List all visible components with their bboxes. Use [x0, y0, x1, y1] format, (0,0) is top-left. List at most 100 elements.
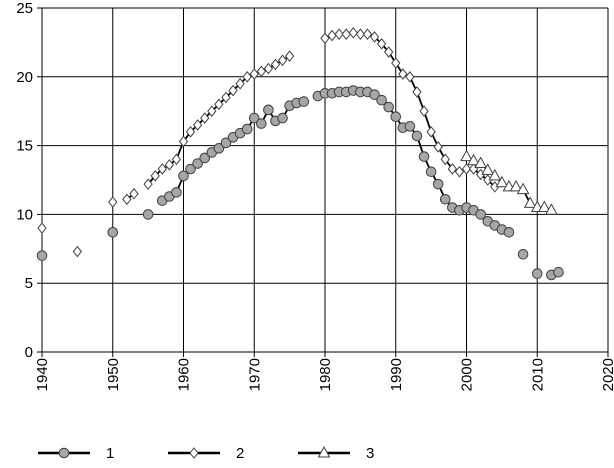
- marker: [171, 187, 182, 198]
- marker: [263, 104, 274, 116]
- y-tick-label: 20: [16, 69, 33, 86]
- marker: [221, 91, 231, 104]
- marker: [192, 158, 203, 169]
- marker: [523, 196, 537, 208]
- marker: [72, 245, 83, 258]
- marker: [150, 170, 160, 182]
- marker: [270, 58, 281, 71]
- x-tick-label: 1970: [246, 358, 263, 391]
- marker: [248, 112, 260, 124]
- marker: [193, 119, 203, 131]
- marker: [178, 170, 189, 182]
- legend-marker: [317, 445, 331, 458]
- marker: [418, 151, 430, 162]
- x-tick-label: 2010: [529, 358, 546, 391]
- marker: [481, 163, 495, 175]
- marker: [553, 266, 564, 278]
- legend-label: 1: [106, 445, 114, 462]
- marker: [171, 153, 182, 166]
- marker: [404, 121, 416, 132]
- marker: [355, 28, 366, 40]
- marker: [164, 159, 174, 171]
- marker: [461, 163, 472, 175]
- marker: [108, 196, 118, 208]
- y-tick-label: 15: [16, 138, 33, 155]
- marker: [263, 62, 274, 75]
- marker: [412, 86, 422, 98]
- marker: [384, 46, 394, 58]
- marker: [516, 182, 530, 195]
- marker: [277, 54, 288, 67]
- marker: [199, 152, 211, 164]
- marker: [228, 84, 238, 97]
- marker: [440, 153, 450, 166]
- marker: [129, 187, 139, 200]
- marker: [474, 156, 487, 168]
- marker: [207, 105, 217, 118]
- x-tick-label: 1980: [317, 358, 334, 391]
- marker: [220, 137, 232, 149]
- marker: [341, 28, 351, 40]
- marker: [439, 193, 451, 205]
- marker: [383, 101, 394, 113]
- marker: [348, 26, 358, 39]
- x-tick-label: 1960: [176, 358, 193, 391]
- marker: [503, 226, 515, 238]
- marker: [488, 168, 502, 181]
- legend-marker: [189, 447, 199, 459]
- marker: [398, 68, 408, 80]
- marker: [369, 31, 380, 43]
- marker: [509, 179, 523, 192]
- marker: [425, 166, 437, 178]
- marker: [475, 209, 486, 220]
- marker: [390, 111, 402, 123]
- legend-label: 2: [236, 445, 244, 462]
- marker: [36, 250, 48, 261]
- marker: [467, 153, 480, 166]
- y-tick-label: 10: [16, 206, 33, 223]
- marker: [327, 29, 337, 42]
- marker: [411, 130, 423, 142]
- marker: [37, 222, 47, 234]
- marker: [419, 105, 429, 118]
- marker: [256, 65, 266, 78]
- marker: [277, 112, 288, 124]
- marker: [447, 163, 457, 175]
- marker: [369, 89, 380, 100]
- y-tick-label: 0: [25, 344, 33, 361]
- marker: [495, 175, 509, 188]
- marker: [537, 200, 551, 213]
- marker: [432, 178, 444, 190]
- marker: [517, 249, 529, 260]
- x-tick-label: 1950: [105, 358, 122, 391]
- x-tick-label: 2020: [600, 358, 614, 391]
- marker: [284, 50, 295, 62]
- marker: [460, 149, 473, 162]
- marker: [376, 94, 387, 106]
- marker: [454, 165, 465, 178]
- marker: [545, 203, 558, 215]
- x-tick-label: 2000: [459, 358, 476, 391]
- marker: [213, 143, 225, 154]
- marker: [142, 209, 154, 220]
- x-tick-label: 1990: [388, 358, 405, 391]
- marker: [178, 135, 189, 148]
- marker: [362, 28, 373, 40]
- legend-marker: [58, 447, 70, 459]
- marker: [426, 126, 436, 138]
- marker: [185, 163, 196, 175]
- marker: [214, 98, 224, 111]
- marker: [241, 123, 253, 135]
- x-tick-label: 1940: [34, 358, 51, 391]
- marker: [405, 70, 415, 83]
- marker: [242, 70, 252, 83]
- marker: [320, 32, 330, 45]
- marker: [107, 226, 119, 238]
- y-tick-label: 25: [16, 0, 33, 17]
- marker: [376, 37, 387, 50]
- marker: [249, 68, 259, 80]
- marker: [200, 112, 210, 124]
- marker: [122, 193, 132, 206]
- marker: [531, 268, 543, 279]
